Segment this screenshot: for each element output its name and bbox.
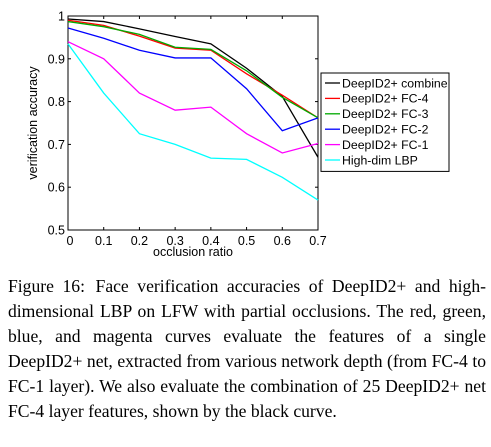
series-line	[67, 20, 319, 119]
series-line	[67, 41, 319, 154]
series-line	[67, 19, 319, 119]
x-tick-label: 0.6	[274, 234, 291, 248]
plot-frame	[67, 15, 319, 231]
legend-entry: DeepID2+ FC-2	[342, 123, 429, 137]
legend-entry: DeepID2+ FC-4	[342, 92, 429, 106]
series-line	[67, 43, 319, 201]
y-tick-label: 0.5	[48, 224, 65, 238]
x-axis-label: occlusion ratio	[153, 245, 233, 259]
x-tick-label: 0	[67, 234, 74, 248]
x-tick-label: 0.5	[238, 234, 255, 248]
x-tick-label: 0.1	[95, 234, 112, 248]
chart-marks: 0 0.1 0.2 0.3 0.4 0.5 0.6 0.7 0.5 0.6 0.7 0.8 0.9 1 oc…	[26, 10, 450, 259]
y-tick-label: 0.9	[48, 52, 65, 66]
legend-entry: High-dim LBP	[342, 153, 418, 167]
y-tick-label: 0.6	[48, 181, 65, 195]
caption-text: Face verification accuracies of DeepID2+…	[8, 276, 486, 421]
legend-box	[320, 72, 450, 172]
y-axis-label: verification accuracy	[26, 66, 40, 180]
legend-entry: DeepID2+ combine	[342, 76, 448, 90]
legend-entry: DeepID2+ FC-3	[342, 107, 429, 121]
x-tick-label: 0.2	[131, 234, 148, 248]
figure-caption: Figure 16: Face verification accuracies …	[8, 274, 486, 424]
y-tick-label: 1	[58, 10, 65, 24]
y-tick-label: 0.8	[48, 95, 65, 109]
y-tick-label: 0.7	[48, 138, 65, 152]
caption-label: Figure 16:	[8, 276, 85, 296]
x-tick-label: 0.4	[202, 234, 219, 248]
series-line	[67, 18, 319, 158]
series-line	[67, 27, 319, 132]
legend-entry: DeepID2+ FC-1	[342, 138, 429, 152]
x-tick-label: 0.7	[309, 234, 326, 248]
line-chart: 0 0.1 0.2 0.3 0.4 0.5 0.6 0.7 0.5 0.6 0.7 0.8 0.9 1 oc…	[26, 10, 450, 259]
x-tick-label: 0.3	[166, 234, 183, 248]
